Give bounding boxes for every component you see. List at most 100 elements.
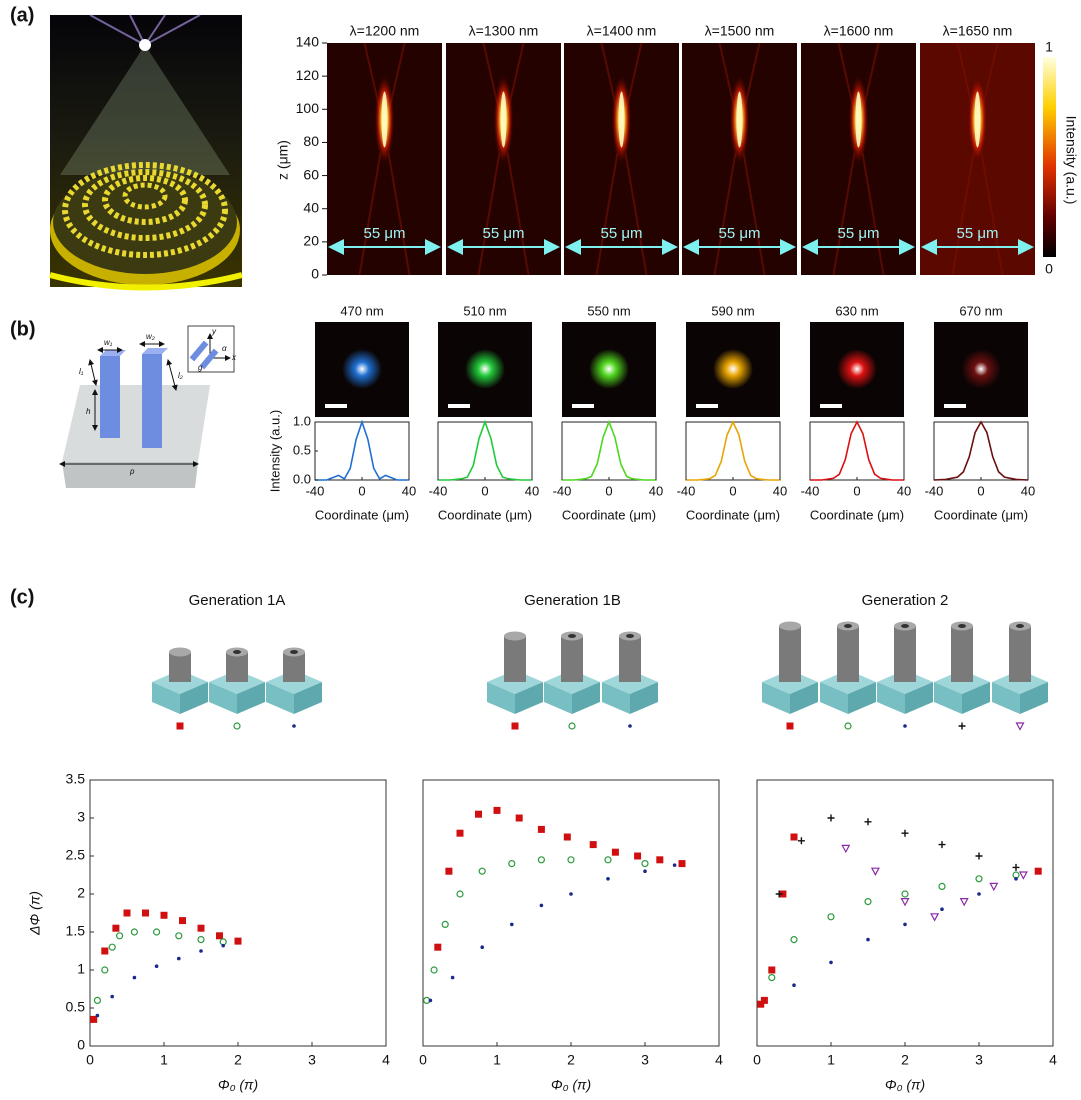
data-point [96, 1014, 100, 1018]
y-tick-label: 80 [303, 133, 319, 149]
figure: (a) (b) (c) w₁ w₂ l₁ l₂ h p y x α g λ=12… [0, 0, 1081, 1100]
pillar [837, 626, 859, 682]
data-point [940, 907, 944, 911]
data-point [110, 995, 114, 999]
map-title: λ=1650 nm [943, 23, 1013, 39]
pillar [779, 626, 801, 682]
pillar [894, 626, 916, 682]
y-tick-label: 0.5 [293, 442, 311, 457]
spot-title: 510 nm [463, 303, 506, 318]
spot-title: 470 nm [340, 303, 383, 318]
panel-label: (b) [10, 318, 36, 340]
map-title: λ=1400 nm [587, 23, 657, 39]
scale-bar [820, 404, 842, 408]
x-tick-label: -40 [553, 483, 572, 498]
plot-frame [562, 422, 656, 480]
data-point [643, 869, 647, 873]
data-point [1014, 877, 1018, 881]
data-point [516, 815, 523, 822]
data-point [538, 826, 545, 833]
x-axis-label: Coordinate (μm) [810, 507, 904, 522]
x-tick-label: 0 [729, 483, 736, 498]
x-axis-label: Φ₀ (π) [885, 1077, 925, 1093]
unit-cell-diagram: w₁ w₂ l₁ l₂ h p y x α g [60, 326, 237, 488]
data-point [761, 997, 768, 1004]
data-point [612, 849, 619, 856]
data-point [792, 983, 796, 987]
scale-bar [572, 404, 594, 408]
scale-bar [944, 404, 966, 408]
data-point [564, 834, 571, 841]
x-tick-label: 3 [641, 1052, 649, 1068]
x-tick-label: 2 [234, 1052, 242, 1068]
data-point [112, 925, 119, 932]
colorbar-tick-label: 0 [1045, 261, 1053, 277]
data-point [977, 892, 981, 896]
legend-marker [1017, 723, 1024, 730]
y-tick-label: 0 [77, 1037, 85, 1053]
panel-label: (a) [10, 4, 34, 26]
data-point [1035, 868, 1042, 875]
scale-label: 55 μm [364, 225, 406, 242]
x-tick-label: 1 [827, 1052, 835, 1068]
data-point [177, 957, 181, 961]
y-tick-label: 20 [303, 233, 319, 249]
x-tick-label: -40 [677, 483, 696, 498]
x-tick-label: 2 [901, 1052, 909, 1068]
data-point [457, 830, 464, 837]
scale-label: 55 μm [719, 225, 761, 242]
y-axis-label: ΔΦ (π) [27, 891, 43, 936]
x-tick-label: 4 [382, 1052, 390, 1068]
y-tick-label: 3.5 [66, 771, 86, 787]
x-tick-label: 0 [358, 483, 365, 498]
x-tick-label: 0 [419, 1052, 427, 1068]
diagram-label: p [129, 467, 135, 476]
data-point [90, 1016, 97, 1023]
data-point [155, 964, 159, 968]
generation-title: Generation 1B [524, 592, 621, 609]
pillar-hole [626, 634, 634, 638]
panel-label: (c) [10, 586, 34, 608]
diagram-label: l₁ [79, 367, 84, 376]
y-tick-label: 1.0 [293, 413, 311, 428]
pillar-top [504, 632, 526, 641]
x-tick-label: 4 [1049, 1052, 1057, 1068]
data-point [101, 948, 108, 955]
scale-bar [448, 404, 470, 408]
data-point [510, 923, 514, 927]
data-point [866, 938, 870, 942]
x-tick-label: 40 [1021, 483, 1035, 498]
x-tick-label: 40 [773, 483, 787, 498]
spot-title: 670 nm [959, 303, 1002, 318]
x-axis-label: Coordinate (μm) [686, 507, 780, 522]
metasurface-illustration [50, 15, 242, 288]
legend-marker [628, 724, 632, 728]
plot-frame [90, 780, 386, 1046]
scale-label: 55 μm [957, 225, 999, 242]
focal-spot [465, 349, 505, 389]
data-point [199, 949, 203, 953]
x-tick-label: 0 [853, 483, 860, 498]
focal-spot [961, 349, 1001, 389]
data-point [673, 863, 677, 867]
data-point [124, 910, 131, 917]
legend-marker [959, 723, 966, 730]
focal-spot [342, 349, 382, 389]
plot-frame [686, 422, 780, 480]
pillar [619, 636, 641, 682]
y-tick-label: 0.0 [293, 471, 311, 486]
diagram-label: g [198, 363, 203, 372]
x-tick-label: 0 [753, 1052, 761, 1068]
x-axis-label: Coordinate (μm) [562, 507, 656, 522]
focal-spot [713, 349, 753, 389]
legend-marker [569, 723, 575, 729]
data-point [540, 904, 544, 908]
pillar [951, 626, 973, 682]
focal-spot [837, 349, 877, 389]
plot-frame [315, 422, 409, 480]
y-tick-label: 2.5 [66, 847, 86, 863]
data-point [903, 923, 907, 927]
y-tick-label: 0 [311, 266, 319, 282]
scale-label: 55 μm [601, 225, 643, 242]
data-point [480, 945, 484, 949]
